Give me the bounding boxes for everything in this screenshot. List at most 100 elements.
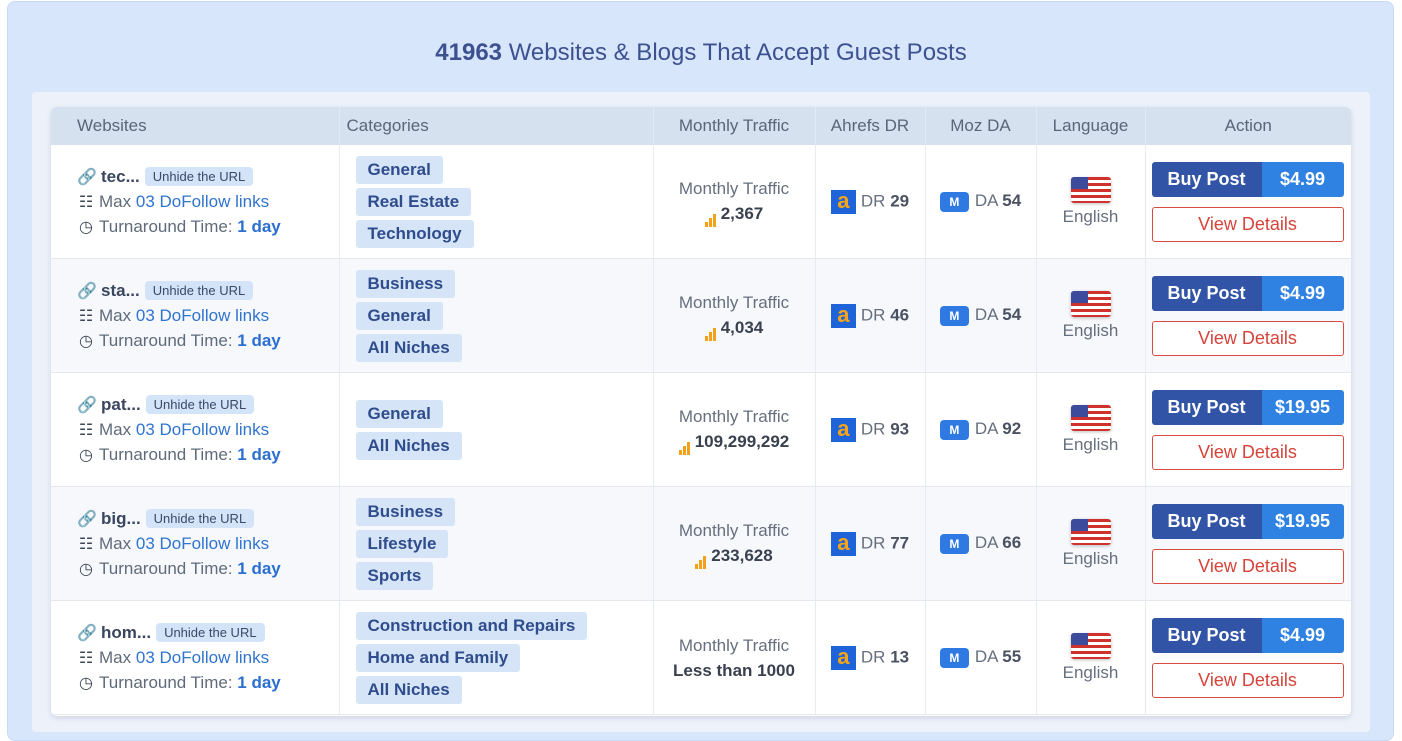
link-icon: 🔗 xyxy=(77,510,97,528)
traffic-label: Monthly Traffic xyxy=(678,635,790,655)
turnaround-value: 1 day xyxy=(237,444,281,464)
buy-post-button[interactable]: Buy Post $4.99 xyxy=(1151,275,1344,311)
buy-post-label[interactable]: Buy Post xyxy=(1151,275,1262,311)
category-chip[interactable]: Technology xyxy=(355,219,474,248)
ahrefs-cell: a DR 29 xyxy=(815,145,926,259)
ahrefs-cell: a DR 13 xyxy=(815,600,926,715)
col-action: Action xyxy=(1145,107,1351,145)
language-value: English xyxy=(1062,662,1119,682)
website-cell: 🔗 big... Unhide the URL ☷ Max 03 DoFollo… xyxy=(51,486,340,601)
traffic-label: Monthly Traffic xyxy=(678,179,790,198)
buy-post-label[interactable]: Buy Post xyxy=(1151,161,1262,197)
language-cell: English xyxy=(1036,486,1146,601)
ahrefs-icon: a xyxy=(830,303,856,328)
da-label: DA xyxy=(974,419,998,439)
unhide-url-button[interactable]: Unhide the URL xyxy=(145,395,255,414)
dofollow-links-text: 03 DoFollow links xyxy=(135,647,270,667)
unhide-url-button[interactable]: Unhide the URL xyxy=(145,509,255,528)
moz-icon: M xyxy=(939,419,969,440)
dofollow-links-text: 03 DoFollow links xyxy=(135,191,270,211)
da-value: 66 xyxy=(1002,533,1022,553)
category-chip[interactable]: All Niches xyxy=(355,431,462,460)
moz-cell: M DA 55 xyxy=(925,600,1037,715)
category-chip[interactable]: Home and Family xyxy=(355,643,521,672)
buy-post-button[interactable]: Buy Post $4.99 xyxy=(1151,617,1344,653)
traffic-value: 4,034 xyxy=(720,318,764,337)
price-label[interactable]: $19.95 xyxy=(1261,503,1344,539)
turnaround-value: 1 day xyxy=(237,672,281,692)
table-header: Websites Categories Monthly Traffic Ahre… xyxy=(51,107,1351,145)
traffic-chart-icon xyxy=(704,202,717,227)
moz-icon: M xyxy=(939,533,969,554)
traffic-label: Monthly Traffic xyxy=(678,407,790,426)
max-label: Max xyxy=(99,419,132,439)
categories-cell: Construction and Repairs Home and Family A… xyxy=(339,600,654,715)
price-label[interactable]: $4.99 xyxy=(1261,161,1344,197)
view-details-button[interactable]: View Details xyxy=(1151,320,1344,356)
buy-post-button[interactable]: Buy Post $4.99 xyxy=(1151,161,1344,197)
category-chip[interactable]: Lifestyle xyxy=(355,529,449,558)
view-details-button[interactable]: View Details xyxy=(1151,206,1344,242)
turnaround-label: Turnaround Time: xyxy=(99,558,233,578)
price-label[interactable]: $4.99 xyxy=(1261,275,1344,311)
buy-post-label[interactable]: Buy Post xyxy=(1151,617,1262,653)
buy-post-label[interactable]: Buy Post xyxy=(1151,503,1262,539)
category-chip[interactable]: All Niches xyxy=(355,333,462,362)
link-icon: 🔗 xyxy=(77,624,97,642)
buy-post-button[interactable]: Buy Post $19.95 xyxy=(1151,503,1344,539)
traffic-cell: Monthly Traffic 233,628 xyxy=(653,486,816,601)
category-chip[interactable]: Business xyxy=(355,497,456,526)
site-name[interactable]: sta... xyxy=(101,280,140,300)
turnaround-label: Turnaround Time: xyxy=(99,672,233,692)
view-details-button[interactable]: View Details xyxy=(1151,548,1344,584)
price-label[interactable]: $4.99 xyxy=(1261,617,1344,653)
page-title: 41963 Websites & Blogs That Accept Guest… xyxy=(0,39,1402,67)
da-label: DA xyxy=(974,533,998,553)
site-name[interactable]: pat... xyxy=(101,394,141,414)
category-chip[interactable]: Sports xyxy=(355,561,434,590)
unhide-url-button[interactable]: Unhide the URL xyxy=(144,167,254,186)
action-cell: Buy Post $19.95 View Details xyxy=(1145,486,1351,601)
buy-post-label[interactable]: Buy Post xyxy=(1151,389,1262,425)
table-row: 🔗 big... Unhide the URL ☷ Max 03 DoFollo… xyxy=(51,486,1351,601)
category-chip[interactable]: General xyxy=(355,399,443,428)
col-websites: Websites xyxy=(51,107,340,145)
max-label: Max xyxy=(99,533,132,553)
ahrefs-cell: a DR 46 xyxy=(815,258,926,373)
dr-value: 13 xyxy=(890,646,910,666)
categories-cell: General All Niches xyxy=(339,372,654,487)
traffic-value: 233,628 xyxy=(711,546,773,565)
site-name[interactable]: big... xyxy=(101,508,141,528)
unhide-url-button[interactable]: Unhide the URL xyxy=(156,623,265,642)
category-chip[interactable]: General xyxy=(355,301,443,330)
price-label[interactable]: $19.95 xyxy=(1261,389,1344,425)
link-icon: 🔗 xyxy=(77,396,97,414)
view-details-button[interactable]: View Details xyxy=(1151,434,1344,470)
category-chip[interactable]: Construction and Repairs xyxy=(355,611,588,640)
category-chip[interactable]: All Niches xyxy=(355,675,462,704)
view-details-button[interactable]: View Details xyxy=(1151,662,1344,698)
language-value: English xyxy=(1062,206,1119,226)
clock-icon: ◷ xyxy=(79,446,93,464)
da-value: 54 xyxy=(1002,191,1022,211)
language-cell: English xyxy=(1036,258,1146,373)
ahrefs-icon: a xyxy=(830,189,856,214)
traffic-chart-icon xyxy=(695,544,707,569)
category-chip[interactable]: Real Estate xyxy=(355,187,472,216)
language-value: English xyxy=(1062,548,1119,568)
unhide-url-button[interactable]: Unhide the URL xyxy=(144,281,254,300)
col-moz-da: Moz DA xyxy=(925,107,1037,145)
turnaround-value: 1 day xyxy=(237,216,281,236)
site-name[interactable]: hom... xyxy=(101,622,152,642)
site-name[interactable]: tec... xyxy=(101,166,140,186)
category-chip[interactable]: General xyxy=(355,155,443,184)
col-ahrefs-dr: Ahrefs DR xyxy=(815,107,926,145)
category-chip[interactable]: Business xyxy=(355,269,456,298)
websites-table-card: Websites Categories Monthly Traffic Ahre… xyxy=(51,107,1351,716)
col-language: Language xyxy=(1036,107,1146,145)
moz-cell: M DA 66 xyxy=(925,486,1037,601)
buy-post-button[interactable]: Buy Post $19.95 xyxy=(1151,389,1344,425)
da-value: 54 xyxy=(1002,305,1022,325)
language-cell: English xyxy=(1036,145,1146,259)
moz-cell: M DA 92 xyxy=(925,372,1037,487)
